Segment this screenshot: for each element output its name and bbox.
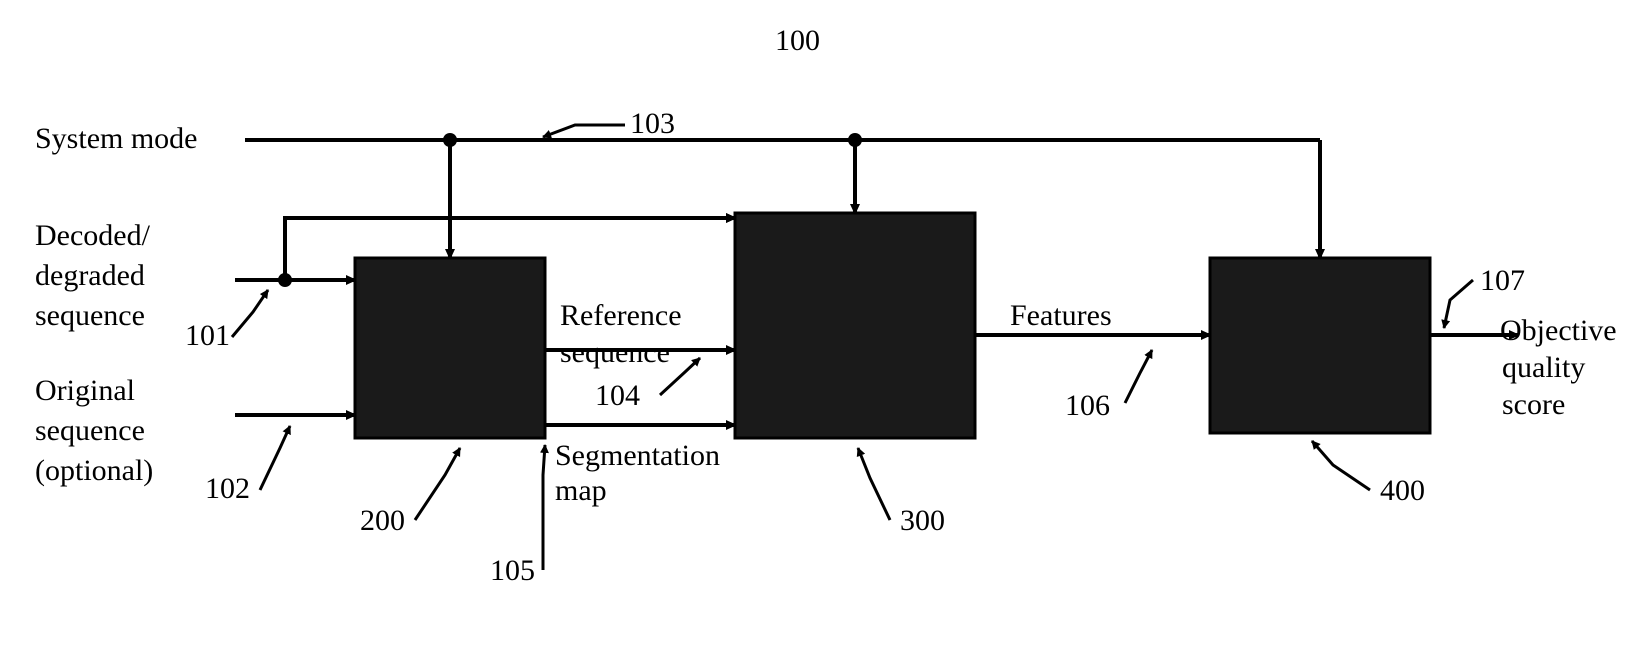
label-original-line2: sequence bbox=[35, 414, 145, 447]
label-features: Features bbox=[1010, 299, 1112, 332]
leader-200 bbox=[415, 448, 460, 520]
label-106: 106 bbox=[1065, 389, 1110, 422]
label-original-line1: Original bbox=[35, 374, 135, 407]
label-ref-line1: Reference bbox=[560, 299, 682, 332]
label-output-line3: score bbox=[1502, 388, 1565, 421]
leader-101 bbox=[232, 290, 268, 337]
label-original-line3: (optional) bbox=[35, 454, 153, 487]
label-100: 100 bbox=[775, 24, 820, 57]
label-decoded-line3: sequence bbox=[35, 299, 145, 332]
leader-106 bbox=[1125, 350, 1152, 403]
label-200: 200 bbox=[360, 504, 405, 537]
label-400: 400 bbox=[1380, 474, 1425, 507]
leader-300 bbox=[858, 448, 890, 520]
label-103: 103 bbox=[630, 107, 675, 140]
label-seg-line1: Segmentation bbox=[555, 439, 720, 472]
block-200 bbox=[355, 258, 545, 438]
label-system-mode: System mode bbox=[35, 122, 198, 155]
label-decoded-line2: degraded bbox=[35, 259, 145, 292]
label-ref-line2: sequence bbox=[560, 336, 670, 369]
block-diagram: 100 System mode 103 Decoded/ degraded se… bbox=[0, 0, 1639, 646]
label-output-line1: Objective bbox=[1500, 314, 1617, 347]
label-102: 102 bbox=[205, 472, 250, 505]
leader-400 bbox=[1312, 441, 1370, 490]
junction bbox=[443, 133, 457, 147]
label-decoded-line1: Decoded/ bbox=[35, 219, 151, 252]
block-300 bbox=[735, 213, 975, 438]
label-seg-line2: map bbox=[555, 474, 607, 507]
label-105: 105 bbox=[490, 554, 535, 587]
block-400 bbox=[1210, 258, 1430, 433]
leader-102 bbox=[260, 426, 290, 490]
label-101: 101 bbox=[185, 319, 230, 352]
leader-105 bbox=[543, 445, 545, 570]
leader-103 bbox=[543, 125, 625, 137]
label-300: 300 bbox=[900, 504, 945, 537]
label-107: 107 bbox=[1480, 264, 1525, 297]
label-104: 104 bbox=[595, 379, 640, 412]
leader-107 bbox=[1444, 280, 1473, 328]
label-output-line2: quality bbox=[1502, 351, 1585, 384]
